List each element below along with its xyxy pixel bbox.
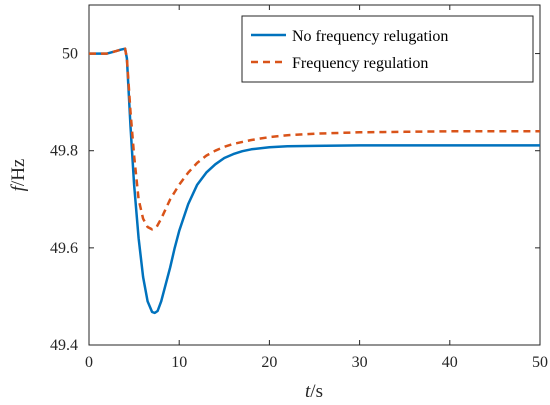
y-tick-label: 49.6 — [50, 240, 78, 257]
x-axis-title: t/s — [305, 381, 323, 402]
series-line-0 — [89, 47, 540, 315]
y-axis-ticks: 49.4 49.6 49.8 50 — [50, 46, 540, 354]
y-axis-title: f/Hz — [8, 159, 29, 192]
legend-label-regulation: Frequency regulation — [292, 55, 428, 72]
x-tick-label: 10 — [171, 354, 187, 371]
x-tick-label: 50 — [532, 354, 548, 371]
x-tick-label: 20 — [261, 354, 277, 371]
y-axis-variable: f — [8, 183, 29, 191]
y-tick-label: 49.8 — [50, 143, 78, 160]
x-axis-variable: t — [305, 381, 311, 402]
y-axis-unit: /Hz — [8, 159, 29, 186]
x-tick-label: 0 — [85, 354, 93, 371]
x-axis-ticks: 0 10 20 30 40 50 — [85, 5, 548, 371]
x-tick-label: 30 — [352, 354, 368, 371]
legend: No frequency relugation Frequency regula… — [241, 15, 534, 83]
legend-label-no-regulation: No frequency relugation — [292, 28, 448, 45]
x-tick-label: 40 — [442, 354, 458, 371]
y-tick-label: 50 — [62, 46, 78, 63]
series-line-1 — [89, 47, 540, 231]
legend-box — [241, 15, 534, 83]
series-lines — [89, 47, 540, 315]
y-tick-label: 49.4 — [50, 337, 78, 354]
x-axis-unit: /s — [310, 381, 323, 402]
